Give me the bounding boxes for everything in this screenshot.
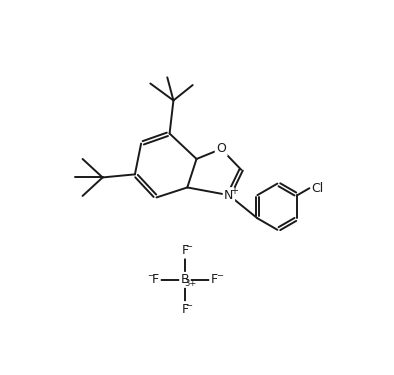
Text: B: B bbox=[181, 273, 189, 286]
Text: +: + bbox=[230, 186, 238, 196]
Text: F: F bbox=[211, 273, 218, 286]
Text: F: F bbox=[181, 303, 189, 316]
Text: O: O bbox=[216, 142, 226, 156]
Text: F: F bbox=[152, 273, 159, 286]
Text: N: N bbox=[224, 189, 234, 202]
Text: −: − bbox=[185, 242, 192, 251]
Text: Cl: Cl bbox=[311, 182, 323, 195]
Text: −: − bbox=[216, 272, 223, 280]
Text: 3+: 3+ bbox=[184, 279, 197, 288]
Text: F: F bbox=[181, 244, 189, 257]
Text: −: − bbox=[147, 272, 154, 280]
Text: −: − bbox=[185, 301, 192, 310]
